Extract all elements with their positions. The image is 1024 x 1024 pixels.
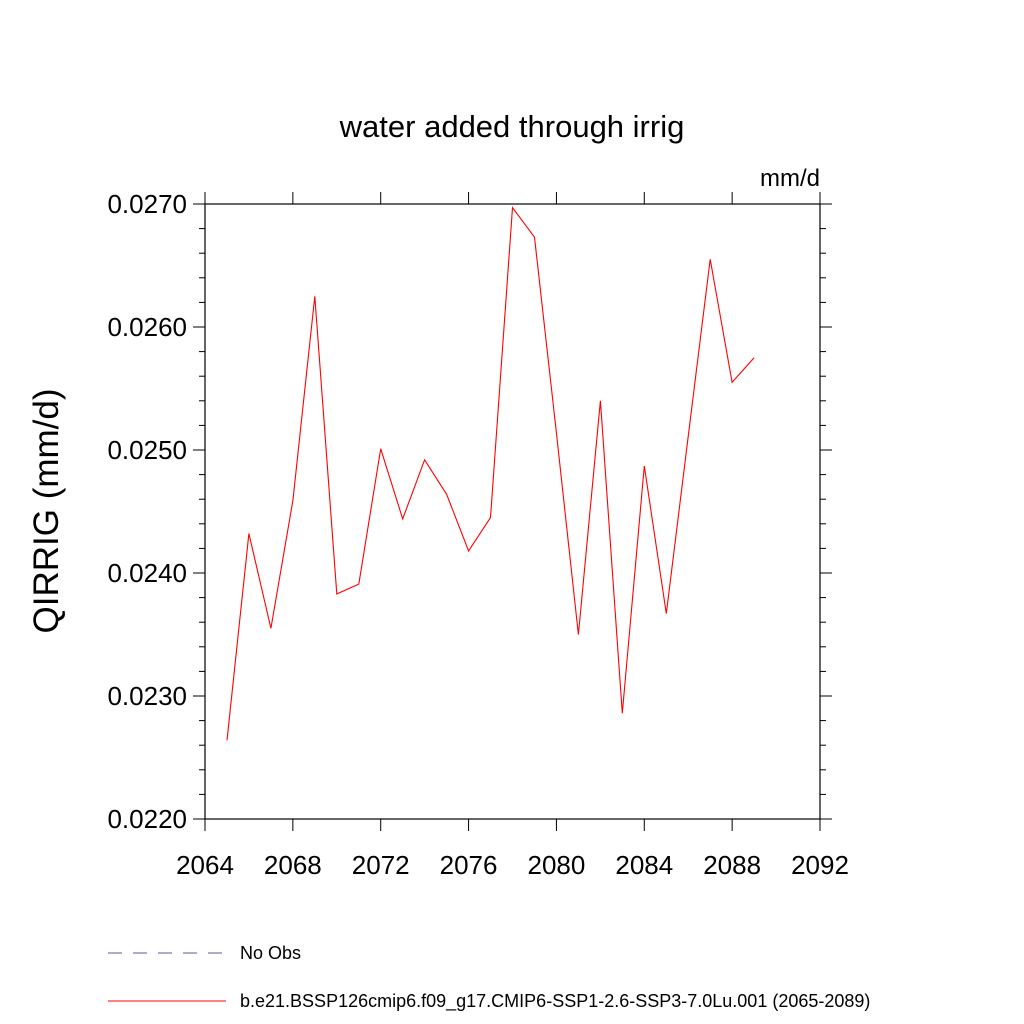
- y-tick-label: 0.0260: [107, 312, 187, 342]
- series-line: [226, 206, 755, 741]
- chart-title: water added through irrig: [339, 109, 685, 144]
- x-tick-label: 2084: [615, 850, 673, 880]
- y-tick-label: 0.0230: [107, 681, 187, 711]
- y-tick-labels: 0.0220 0.0230 0.0240 0.0250 0.0260 0.0270: [107, 189, 187, 834]
- units-label: mm/d: [760, 165, 820, 192]
- series-layer: [226, 206, 755, 741]
- legend-label: b.e21.BSSP126cmip6.f09_g17.CMIP6-SSP1-2.…: [240, 991, 870, 1012]
- y-tick-label: 0.0240: [107, 558, 187, 588]
- x-tick-label: 2072: [352, 850, 410, 880]
- x-tick-labels: 2064 2068 2072 2076 2080 2084 2088 2092: [176, 850, 849, 880]
- x-tick-label: 2092: [791, 850, 849, 880]
- y-tick-label: 0.0220: [107, 804, 187, 834]
- x-tick-label: 2068: [264, 850, 322, 880]
- legend: No Obs b.e21.BSSP126cmip6.f09_g17.CMIP6-S…: [108, 943, 870, 1012]
- x-tick-label: 2064: [176, 850, 234, 880]
- x-tick-label: 2076: [440, 850, 498, 880]
- x-tick-label: 2088: [703, 850, 761, 880]
- y-tick-label: 0.0250: [107, 435, 187, 465]
- plot-frame: [204, 203, 821, 820]
- y-tick-label: 0.0270: [107, 189, 187, 219]
- legend-label: No Obs: [240, 943, 301, 963]
- axis-ticks: [193, 192, 832, 831]
- x-tick-label: 2080: [528, 850, 586, 880]
- y-axis-label: QIRRIG (mm/d): [27, 389, 66, 634]
